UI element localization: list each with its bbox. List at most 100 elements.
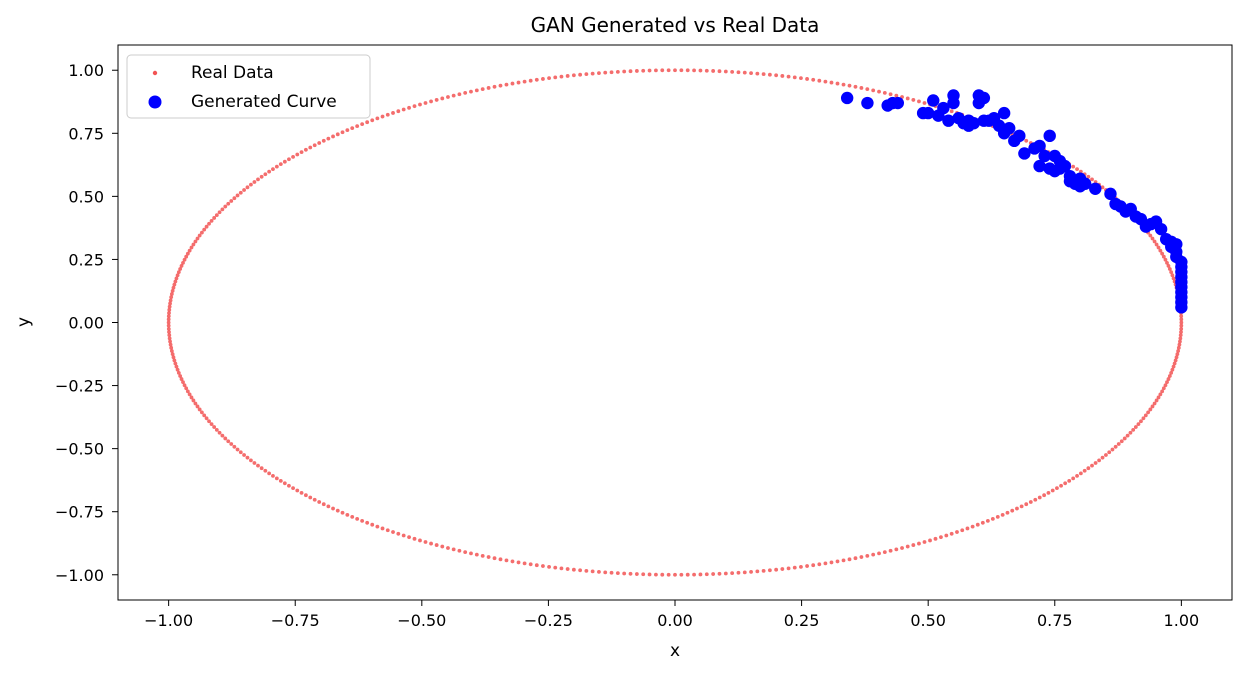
real-data-point: [847, 83, 852, 88]
real-data-point: [209, 422, 214, 427]
real-data-series: [166, 68, 1184, 577]
y-tick-label: −0.75: [55, 503, 104, 522]
real-data-point: [303, 147, 308, 152]
real-data-point: [1170, 367, 1175, 372]
x-axis-ticks: −1.00 −0.75 −0.50 −0.25 0.00 0.25 0.50 0.75 1.00: [144, 600, 1199, 630]
real-data-point: [401, 107, 406, 112]
real-data-point: [199, 230, 204, 235]
real-data-point: [1086, 174, 1091, 179]
real-data-point: [547, 76, 551, 81]
real-data-point: [871, 88, 876, 93]
real-data-point: [1150, 236, 1155, 241]
real-data-point: [182, 257, 187, 262]
real-data-point: [440, 96, 445, 101]
generated-point: [1089, 182, 1102, 195]
real-data-point: [799, 564, 803, 569]
real-data-point: [207, 419, 211, 424]
generated-point: [997, 106, 1011, 120]
real-data-point: [955, 530, 959, 534]
real-data-point: [673, 68, 677, 73]
real-data-point: [274, 164, 279, 169]
real-data-point: [303, 493, 308, 498]
real-data-point: [1133, 425, 1138, 429]
real-data-point: [871, 552, 876, 557]
real-data-point: [939, 535, 943, 540]
real-data-point: [446, 95, 450, 99]
real-data-point: [1165, 380, 1169, 385]
real-data-point: [179, 264, 184, 268]
real-data-point: [786, 74, 791, 79]
real-data-point: [584, 568, 589, 573]
real-data-point: [859, 555, 864, 559]
real-data-point: [660, 572, 665, 577]
real-data-point: [528, 562, 533, 567]
real-data-point: [755, 71, 760, 76]
real-data-point: [169, 292, 174, 296]
real-data-point: [1125, 433, 1130, 438]
real-data-point: [660, 68, 665, 73]
real-data-point: [774, 73, 779, 78]
real-data-point: [423, 101, 428, 105]
real-data-point: [1171, 364, 1176, 369]
real-data-point: [666, 68, 671, 73]
real-data-point: [534, 563, 539, 568]
real-data-point: [1163, 257, 1168, 262]
real-data-point: [1107, 450, 1112, 455]
generated-point: [1033, 139, 1046, 153]
real-data-point: [1165, 260, 1169, 265]
real-data-point: [522, 79, 527, 84]
real-data-point: [463, 550, 468, 554]
real-data-point: [189, 245, 194, 250]
real-data-point: [235, 447, 240, 452]
real-data-point: [1100, 455, 1105, 460]
real-data-point: [385, 112, 390, 117]
real-data-point: [171, 355, 176, 360]
real-data-point: [457, 548, 462, 553]
real-data-point: [1000, 512, 1005, 517]
real-data-point: [317, 141, 322, 145]
real-data-point: [167, 333, 172, 338]
real-data-point: [370, 522, 375, 527]
real-data-point: [1166, 377, 1171, 381]
y-tick-label: 1.00: [68, 61, 104, 80]
real-data-point: [811, 77, 816, 82]
real-data-point: [178, 267, 183, 271]
y-axis-ticks: −1.00 −0.75 −0.50 −0.25 0.00 0.25 0.50 0.75 1.00: [55, 61, 118, 585]
real-data-point: [178, 374, 183, 378]
real-data-point: [1028, 500, 1033, 504]
real-data-point: [882, 91, 887, 95]
real-data-point: [1161, 254, 1166, 259]
real-data-point: [877, 551, 881, 556]
real-data-point: [274, 476, 279, 481]
real-data-point: [1154, 242, 1159, 247]
real-data-point: [628, 571, 633, 576]
y-axis-label: y: [14, 317, 34, 327]
real-data-point: [922, 101, 927, 105]
real-data-point: [214, 428, 219, 432]
real-data-point: [1160, 251, 1165, 256]
real-data-point: [817, 78, 822, 83]
real-data-point: [423, 540, 428, 544]
real-data-point: [1177, 342, 1182, 347]
real-data-point: [761, 72, 766, 77]
generated-point: [1078, 177, 1092, 190]
real-data-point: [1154, 398, 1159, 403]
real-data-point: [1158, 392, 1163, 397]
real-data-point: [350, 126, 355, 131]
real-data-point: [173, 279, 178, 284]
real-data-point: [335, 508, 340, 513]
real-data-point: [267, 169, 272, 174]
real-data-point: [553, 75, 558, 80]
generated-point: [1003, 122, 1016, 135]
real-data-point: [365, 120, 370, 125]
real-data-point: [166, 320, 171, 325]
real-data-point: [418, 538, 422, 543]
real-data-point: [396, 531, 401, 536]
real-data-point: [767, 568, 772, 573]
generated-curve-series: [840, 89, 1188, 314]
real-data-point: [1178, 339, 1182, 344]
real-data-point: [321, 138, 326, 143]
generated-point: [1175, 301, 1188, 314]
real-data-point: [282, 481, 287, 486]
